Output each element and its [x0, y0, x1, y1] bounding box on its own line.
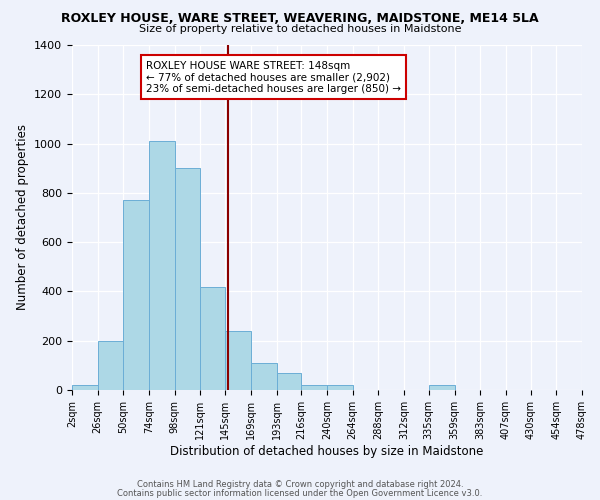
Bar	[124, 200, 149, 390]
Text: Contains HM Land Registry data © Crown copyright and database right 2024.: Contains HM Land Registry data © Crown c…	[137, 480, 463, 489]
Bar	[327, 385, 353, 390]
Text: ROXLEY HOUSE, WARE STREET, WEAVERING, MAIDSTONE, ME14 5LA: ROXLEY HOUSE, WARE STREET, WEAVERING, MA…	[61, 12, 539, 26]
Bar	[199, 286, 225, 390]
Text: Contains public sector information licensed under the Open Government Licence v3: Contains public sector information licen…	[118, 488, 482, 498]
Y-axis label: Number of detached properties: Number of detached properties	[16, 124, 29, 310]
Bar	[251, 363, 277, 390]
X-axis label: Distribution of detached houses by size in Maidstone: Distribution of detached houses by size …	[170, 444, 484, 458]
Text: ROXLEY HOUSE WARE STREET: 148sqm
← 77% of detached houses are smaller (2,902)
23: ROXLEY HOUSE WARE STREET: 148sqm ← 77% o…	[146, 60, 401, 94]
Bar	[98, 340, 124, 390]
Bar	[72, 385, 98, 390]
Bar	[225, 331, 251, 390]
Text: Size of property relative to detached houses in Maidstone: Size of property relative to detached ho…	[139, 24, 461, 34]
Bar	[175, 168, 199, 390]
Bar	[301, 385, 327, 390]
Bar	[149, 141, 175, 390]
Bar	[429, 385, 455, 390]
Bar	[277, 373, 301, 390]
